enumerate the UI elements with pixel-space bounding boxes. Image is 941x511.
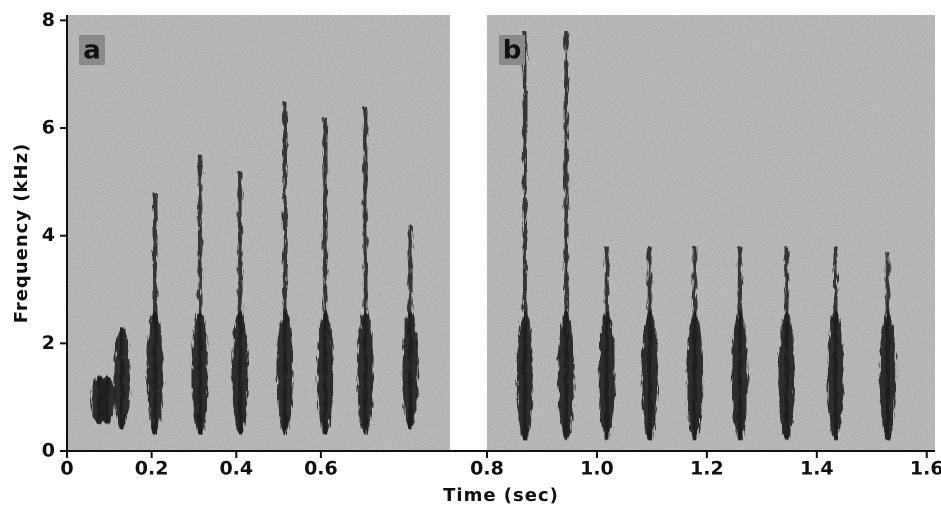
syllable — [147, 192, 164, 435]
syllable-body — [232, 311, 249, 435]
spectrogram-panel — [67, 15, 450, 451]
panel-label: a — [83, 36, 101, 66]
x-tick-label: 0.2 — [135, 458, 169, 480]
syllable — [317, 117, 334, 435]
syllable-body — [778, 311, 795, 441]
syllable — [827, 246, 844, 441]
panel-label-box — [79, 35, 105, 65]
x-tick-label: 1.4 — [800, 458, 834, 480]
syllable-body — [598, 311, 615, 441]
syllable — [641, 246, 658, 441]
syllable — [686, 246, 703, 441]
y-tick-label: 0 — [42, 440, 55, 462]
syllable-mark — [564, 31, 569, 441]
x-tick-label: 0 — [60, 458, 73, 480]
syllable-body — [276, 311, 293, 435]
syllable-body — [731, 311, 748, 441]
syllable-body — [147, 311, 164, 435]
syllable-body — [402, 311, 419, 430]
syllable — [357, 106, 374, 435]
syllable-mark — [197, 154, 202, 435]
x-tick-label: 1.6 — [910, 458, 941, 480]
syllable-mark — [522, 31, 527, 441]
syllable-body — [827, 311, 844, 441]
syllable-body — [357, 311, 374, 435]
syllable — [558, 31, 575, 441]
syllable-body — [114, 327, 131, 430]
syllable-body — [317, 311, 334, 435]
syllable — [114, 327, 131, 430]
syllable-mark — [282, 101, 287, 435]
y-tick-label: 6 — [42, 117, 55, 139]
syllable — [191, 154, 208, 435]
x-tick-label: 1.2 — [690, 458, 724, 480]
syllable — [516, 31, 533, 441]
syllable-body — [558, 311, 575, 441]
syllable — [731, 246, 748, 441]
syllable — [598, 246, 615, 441]
x-tick-label: 1.0 — [580, 458, 614, 480]
syllable-mark — [363, 106, 368, 435]
syllable-body — [641, 311, 658, 441]
syllable — [778, 246, 795, 441]
syllable-mark — [238, 171, 243, 435]
x-tick-label: 0.4 — [219, 458, 253, 480]
syllable — [276, 101, 293, 435]
syllable-body — [879, 311, 896, 441]
syllable-body — [686, 311, 703, 441]
y-tick-label: 8 — [42, 9, 55, 31]
y-axis-title: Frequency (kHz) — [11, 143, 32, 324]
syllable-body — [191, 311, 208, 435]
x-axis-title: Time (sec) — [443, 485, 559, 506]
y-tick-label: 2 — [42, 332, 55, 354]
x-tick-label: 0.8 — [470, 458, 504, 480]
spectrogram-panel — [487, 15, 935, 451]
syllable-body — [516, 311, 533, 441]
panel-label-box — [499, 35, 525, 65]
syllable — [99, 375, 116, 425]
y-tick-label: 4 — [42, 224, 55, 246]
syllable-mark — [323, 117, 328, 435]
panel-label: b — [503, 36, 522, 66]
syllable — [879, 251, 896, 441]
syllable-body — [99, 375, 116, 425]
syllable — [232, 171, 249, 435]
x-tick-label: 0.6 — [304, 458, 338, 480]
syllable — [402, 224, 419, 430]
